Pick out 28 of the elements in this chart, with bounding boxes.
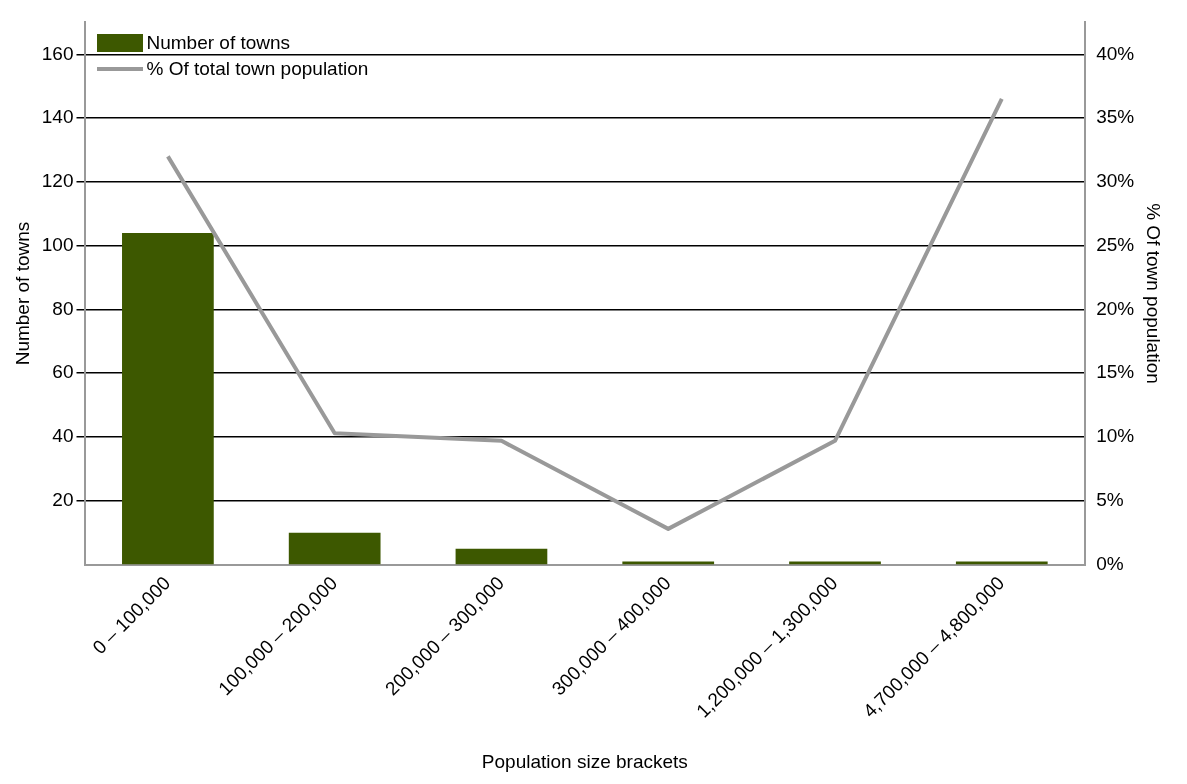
y2-tick-label: 10% bbox=[1096, 425, 1135, 447]
y-tick-label: 40 bbox=[52, 425, 74, 447]
y2-axis-title: % Of town population bbox=[1143, 203, 1165, 384]
bar bbox=[455, 548, 548, 565]
y2-tick-label: 25% bbox=[1096, 233, 1135, 255]
y2-tick-label: 30% bbox=[1096, 170, 1135, 192]
legend-label: % Of total town population bbox=[146, 57, 369, 82]
bar bbox=[789, 561, 881, 565]
y-tick-label: 20 bbox=[52, 489, 74, 511]
bar bbox=[955, 561, 1048, 565]
bar bbox=[622, 561, 715, 565]
y2-tick-label: 0% bbox=[1096, 552, 1124, 574]
y-tick-label: 80 bbox=[52, 297, 74, 319]
legend-label: Number of towns bbox=[146, 31, 291, 56]
x-axis-title: Population size brackets bbox=[481, 750, 688, 772]
y2-tick-label: 35% bbox=[1096, 106, 1135, 128]
bar bbox=[288, 532, 381, 565]
y-axis-title: Number of towns bbox=[11, 221, 33, 366]
y2-tick-label: 15% bbox=[1096, 361, 1135, 383]
y-tick-label: 120 bbox=[41, 170, 74, 192]
y-tick-label: 140 bbox=[41, 106, 74, 128]
y-tick-label: 160 bbox=[41, 42, 74, 64]
y2-tick-label: 20% bbox=[1096, 297, 1135, 319]
y-tick-label: 60 bbox=[52, 361, 74, 383]
y-tick-label: 100 bbox=[41, 233, 74, 255]
bar bbox=[122, 232, 214, 565]
y2-tick-label: 5% bbox=[1096, 489, 1124, 511]
y2-tick-label: 40% bbox=[1096, 42, 1135, 64]
